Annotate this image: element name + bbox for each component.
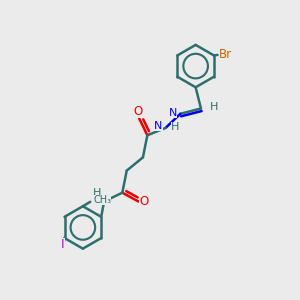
- Text: O: O: [133, 105, 142, 118]
- Text: H: H: [171, 122, 179, 132]
- Text: CH₃: CH₃: [93, 195, 111, 205]
- Text: N: N: [154, 122, 163, 131]
- Text: I: I: [61, 238, 65, 251]
- Text: H: H: [93, 188, 102, 198]
- Text: Br: Br: [219, 48, 232, 62]
- Text: O: O: [139, 195, 148, 208]
- Text: H: H: [210, 102, 219, 112]
- Text: N: N: [168, 108, 177, 118]
- Text: N: N: [93, 195, 102, 205]
